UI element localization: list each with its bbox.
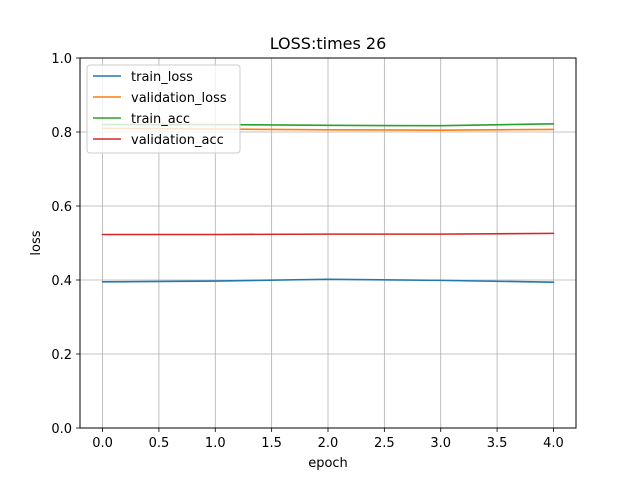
y-tick-label: 0.8 <box>51 126 72 141</box>
x-tick-label: 3.0 <box>430 436 451 451</box>
x-tick-label: 2.0 <box>318 436 339 451</box>
chart-title: LOSS:times 26 <box>270 34 387 53</box>
y-tick-label: 1.0 <box>51 52 72 67</box>
x-tick-label: 1.0 <box>205 436 226 451</box>
x-tick-label: 1.5 <box>261 436 282 451</box>
x-tick-label: 0.5 <box>149 436 170 451</box>
legend: train_loss validation_loss train_accvalida… <box>86 64 241 154</box>
x-tick-label: 2.5 <box>374 436 395 451</box>
x-tick-label: 0.0 <box>92 436 113 451</box>
series-line-train-loss <box>101 278 555 284</box>
y-axis-label: loss <box>29 230 44 255</box>
legend-label: validation_acc <box>131 133 224 148</box>
legend-label: train_acc <box>131 112 190 127</box>
y-tick-label: 0.0 <box>51 422 72 437</box>
legend-label: train_loss <box>131 70 193 85</box>
y-axis: 0.0 0.2 0.4 0.6 0.8 1.0 <box>51 52 80 437</box>
x-tick-label: 3.5 <box>487 436 508 451</box>
legend-box <box>86 64 241 154</box>
x-axis: 0.0 0.5 1.0 1.5 2.0 2.5 3.0 3.5 4.0 <box>92 428 564 451</box>
legend-label: validation_loss <box>131 91 227 106</box>
x-axis-label: epoch <box>308 456 348 471</box>
y-tick-label: 0.6 <box>51 200 72 215</box>
y-tick-label: 0.2 <box>51 348 72 363</box>
x-tick-label: 4.0 <box>543 436 564 451</box>
y-tick-label: 0.4 <box>51 274 72 289</box>
series-line-validation-acc <box>101 232 555 236</box>
